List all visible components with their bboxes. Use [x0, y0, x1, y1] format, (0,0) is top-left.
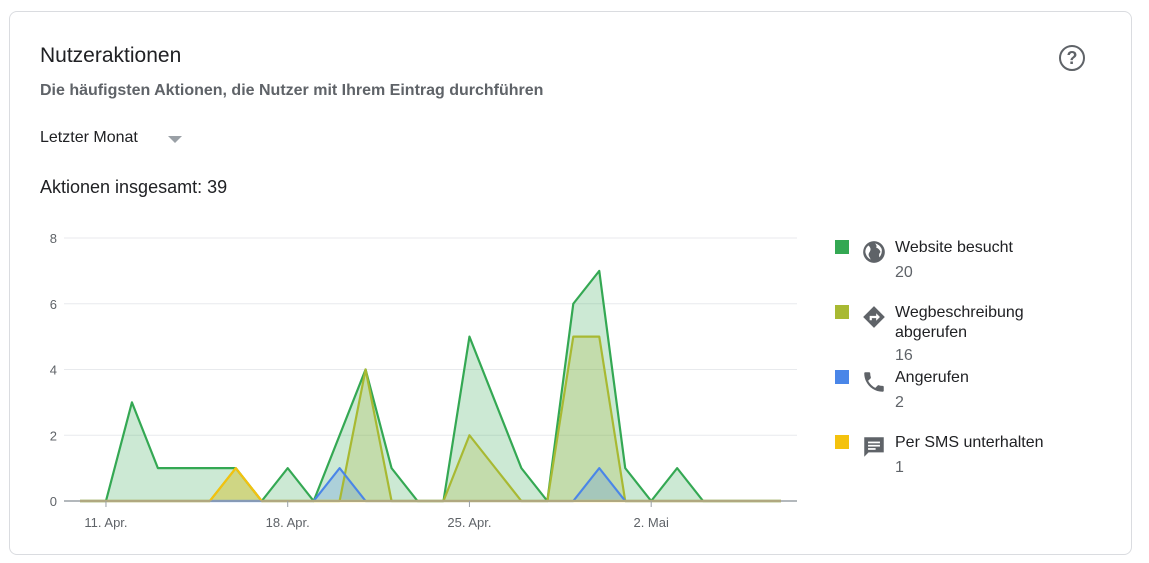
legend-value: 16: [895, 347, 913, 364]
card-title: Nutzeraktionen: [40, 44, 182, 67]
x-tick-label: 25. Apr.: [447, 515, 491, 530]
user-actions-card: [9, 11, 1132, 555]
legend-label: Website besucht: [895, 239, 1013, 256]
total-actions: Aktionen insgesamt: 39: [40, 177, 228, 197]
x-tick-label: 2. Mai: [633, 515, 669, 530]
chevron-down-icon: [168, 136, 182, 143]
legend-label: Wegbeschreibung abgerufen: [895, 304, 1024, 341]
card-subtitle: Die häufigsten Aktionen, die Nutzer mit …: [40, 82, 544, 99]
directions-icon: [861, 304, 887, 330]
legend-swatch: [835, 240, 849, 254]
x-tick-label: 11. Apr.: [84, 515, 127, 530]
series-line: [80, 269, 781, 503]
globe-icon: [861, 239, 887, 265]
y-tick-label: 2: [50, 428, 57, 443]
legend-swatch: [835, 370, 849, 384]
legend-value: 1: [895, 459, 904, 476]
period-label: Letzter Monat: [40, 129, 138, 146]
legend-value: 20: [895, 264, 913, 281]
help-icon[interactable]: ?: [1059, 45, 1085, 71]
y-tick-label: 4: [50, 363, 57, 378]
message-icon: [861, 434, 887, 460]
y-tick-label: 6: [50, 297, 57, 312]
y-tick-label: 8: [50, 231, 57, 246]
series-area: [80, 270, 781, 501]
legend-swatch: [835, 305, 849, 319]
legend-swatch: [835, 435, 849, 449]
legend-label: Angerufen: [895, 369, 969, 386]
phone-icon: [861, 369, 887, 395]
y-tick-label: 0: [50, 494, 57, 509]
legend-value: 2: [895, 394, 904, 411]
legend-label: Per SMS unterhalten: [895, 434, 1044, 451]
period-dropdown[interactable]: Letzter Monat: [40, 129, 182, 147]
x-tick-label: 18. Apr.: [266, 515, 310, 530]
